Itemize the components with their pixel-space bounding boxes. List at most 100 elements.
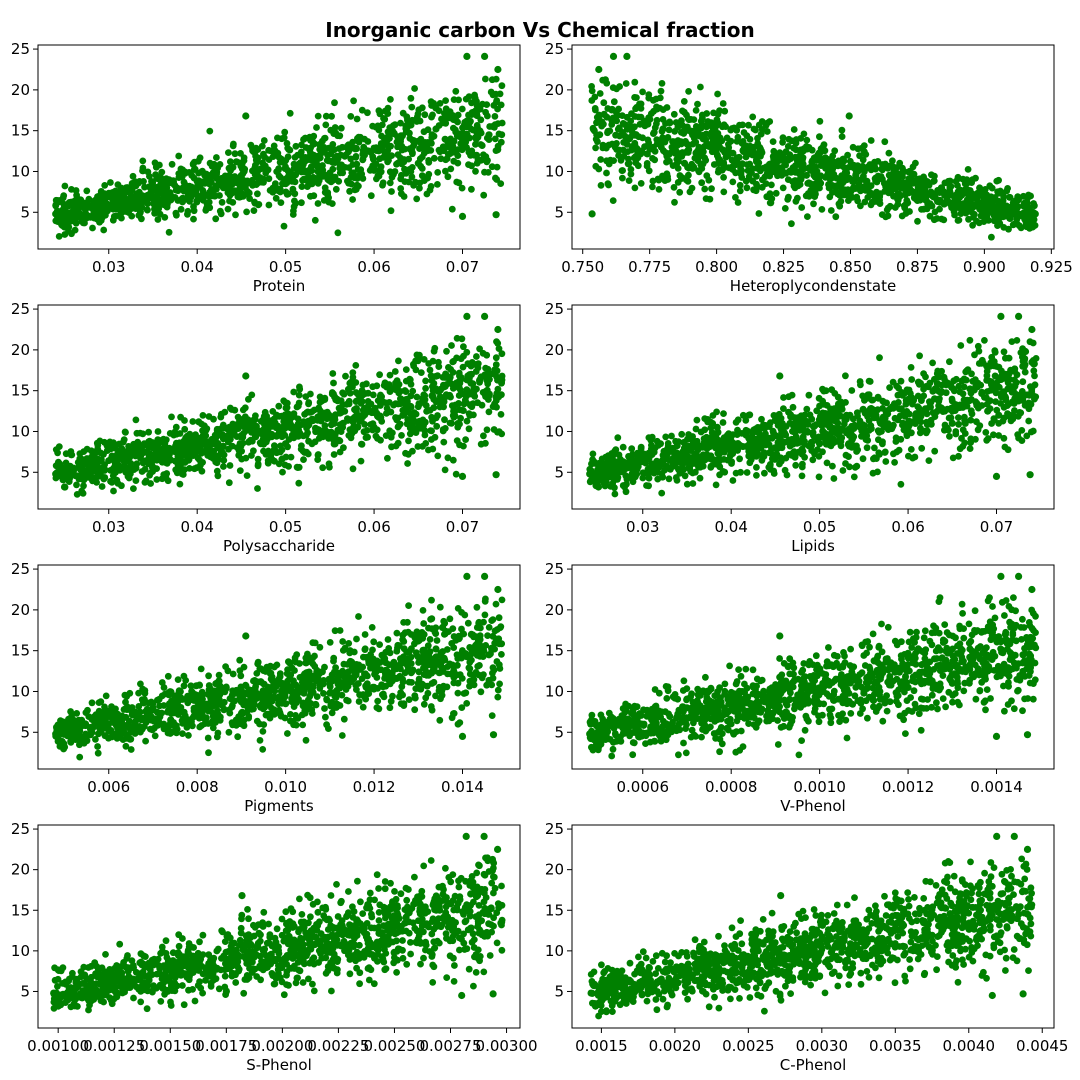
scatter-point — [634, 162, 642, 170]
data-point — [78, 199, 86, 207]
scatter-point — [277, 199, 285, 207]
scatter-point — [397, 175, 405, 183]
scatter-point — [655, 186, 663, 193]
scatter-point — [121, 428, 129, 436]
scatter-point — [142, 477, 150, 485]
scatter-point — [498, 131, 506, 139]
scatter-point — [413, 393, 421, 401]
scatter-point — [625, 155, 632, 163]
scatter-point — [1023, 432, 1031, 440]
scatter-point — [442, 370, 449, 378]
scatter-point — [289, 211, 297, 218]
scatter-point — [1021, 211, 1029, 219]
scatter-point — [736, 121, 743, 129]
scatter-point — [272, 180, 279, 188]
scatter-point — [437, 155, 445, 163]
scatter-point — [98, 195, 106, 203]
scatter-point — [465, 425, 473, 433]
scatter-point — [70, 471, 78, 479]
scatter-point — [154, 216, 162, 223]
scatter-point — [737, 165, 744, 173]
scatter-point — [899, 164, 906, 172]
data-point — [458, 212, 467, 220]
scatter-point — [360, 143, 368, 151]
scatter-point — [739, 411, 747, 419]
scatter-point — [697, 117, 705, 125]
scatter-point — [126, 195, 134, 203]
scatter-point — [322, 121, 330, 129]
scatter-point — [225, 479, 233, 487]
scatter-point — [325, 435, 332, 442]
scatter-point — [459, 363, 467, 371]
scatter-point — [315, 435, 323, 442]
scatter-point — [417, 135, 425, 143]
scatter-point — [212, 215, 220, 223]
scatter-point — [711, 126, 719, 134]
scatter-point — [384, 110, 392, 117]
scatter-point — [753, 156, 760, 164]
scatter-point — [994, 222, 1001, 230]
scatter-point — [619, 174, 626, 182]
scatter-point — [861, 198, 869, 206]
scatter-point — [394, 439, 402, 447]
scatter-point — [54, 449, 61, 457]
scatter-point — [670, 184, 678, 191]
scatter-point — [241, 413, 249, 421]
x-tick-label: 0.775 — [628, 258, 671, 276]
scatter-point — [349, 383, 356, 391]
scatter-point — [992, 398, 999, 405]
data-point — [680, 159, 689, 167]
scatter-point — [493, 98, 500, 106]
scatter-point — [942, 389, 950, 397]
scatter-point — [314, 456, 322, 463]
scatter-point — [199, 432, 207, 440]
scatter-point — [283, 191, 291, 198]
scatter-point — [457, 355, 465, 363]
scatter-point — [283, 421, 290, 429]
scatter-point — [327, 421, 335, 429]
scatter-point — [819, 161, 826, 169]
scatter-point — [214, 431, 222, 439]
scatter-point — [441, 416, 448, 424]
scatter-point — [376, 371, 383, 379]
scatter-point — [488, 123, 496, 130]
scatter-point — [596, 90, 604, 97]
scatter-point — [736, 455, 743, 463]
scatter-point — [388, 152, 395, 160]
scatter-point — [321, 184, 329, 192]
scatter-point — [430, 132, 438, 140]
scatter-point — [466, 134, 473, 142]
scatter-point — [448, 342, 455, 349]
data-point — [450, 147, 458, 155]
x-tick-label: 0.06 — [357, 258, 390, 276]
scatter-point — [141, 465, 149, 473]
scatter-point — [294, 464, 302, 471]
y-tick-label: 25 — [545, 40, 564, 58]
scatter-point — [472, 141, 479, 148]
scatter-point — [298, 199, 305, 207]
scatter-point — [375, 126, 383, 134]
scatter-point — [474, 364, 482, 372]
scatter-point — [242, 184, 249, 192]
scatter-point — [926, 212, 934, 220]
scatter-point — [388, 173, 396, 181]
scatter-point — [245, 438, 253, 446]
scatter-point — [391, 130, 398, 137]
scatter-point — [281, 128, 289, 136]
scatter-point — [463, 348, 471, 356]
scatter-point — [398, 190, 405, 198]
scatter-point — [61, 182, 69, 190]
y-tick-label: 10 — [11, 422, 30, 440]
scatter-point — [83, 187, 91, 195]
scatter-point — [416, 184, 423, 192]
scatter-point — [112, 205, 120, 213]
scatter-point — [831, 147, 839, 155]
scatter-point — [925, 383, 932, 391]
scatter-point — [859, 156, 867, 164]
scatter-point — [684, 115, 692, 123]
scatter-point — [349, 373, 357, 381]
scatter-point — [441, 383, 449, 390]
scatter-point — [463, 386, 471, 393]
scatter-point — [422, 377, 429, 385]
scatter-point — [755, 121, 763, 129]
